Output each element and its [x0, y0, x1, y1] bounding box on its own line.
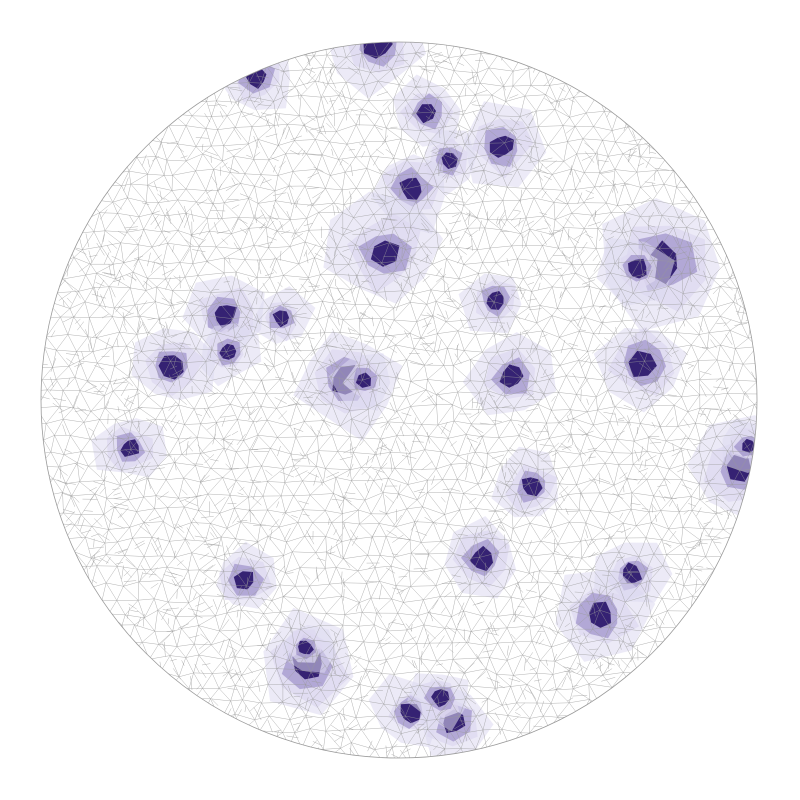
spot-core — [298, 640, 314, 655]
density-spot — [722, 418, 757, 473]
density-spot — [392, 74, 461, 147]
spot-core — [521, 477, 543, 497]
spot-core — [416, 104, 436, 124]
spot-core — [233, 571, 254, 590]
spot-core — [441, 152, 458, 169]
density-spot — [200, 323, 262, 387]
disc-boundary — [40, 41, 758, 759]
density-spots — [91, 42, 757, 758]
spot-core — [219, 343, 237, 360]
spot-core — [742, 438, 757, 453]
mesh-edges — [41, 42, 757, 758]
density-spot — [215, 44, 291, 111]
spot-core — [431, 689, 450, 708]
density-spot — [458, 273, 522, 334]
density-spot — [216, 541, 277, 609]
spot-core — [489, 135, 515, 158]
spot-core — [214, 305, 237, 329]
spot-core — [120, 439, 139, 457]
spot-core — [622, 562, 643, 584]
density-spot — [323, 191, 444, 304]
triangular-mesh — [41, 42, 757, 758]
spot-core — [272, 310, 289, 328]
spot-core — [589, 601, 611, 628]
density-spot — [491, 446, 558, 518]
spot-core — [355, 372, 371, 388]
spot-core — [399, 177, 422, 200]
spot-core — [469, 545, 493, 572]
spot-core — [363, 42, 393, 59]
spot-core — [499, 364, 524, 388]
